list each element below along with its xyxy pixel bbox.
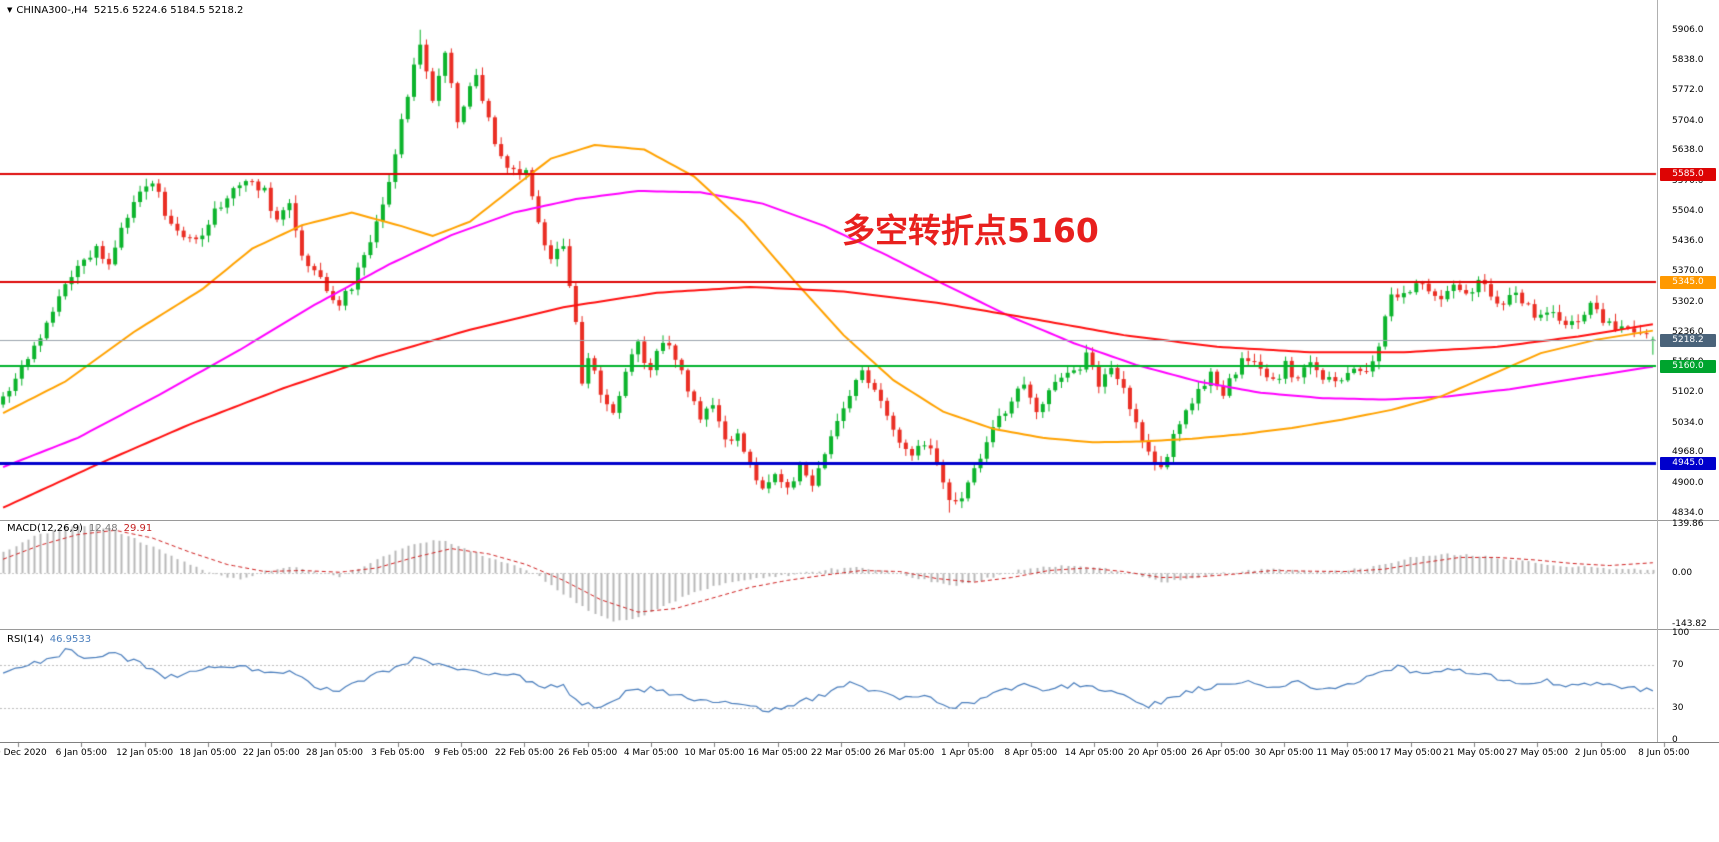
price-axis-label: 4834.0 xyxy=(1672,508,1704,518)
time-axis-label: 11 May 05:00 xyxy=(1316,748,1379,758)
time-axis-separator[interactable] xyxy=(0,742,1719,743)
time-axis-label: 8 Jun 05:00 xyxy=(1638,748,1690,758)
price-line-badge: 5160.0 xyxy=(1660,360,1716,373)
time-axis-label: 6 Jan 05:00 xyxy=(55,748,107,758)
price-axis-label: 5370.0 xyxy=(1672,266,1704,276)
time-axis-label: 21 May 05:00 xyxy=(1443,748,1505,758)
panel-divider-rsi[interactable] xyxy=(0,629,1719,630)
rsi-value: 46.9533 xyxy=(49,634,92,645)
time-axis-label: 27 May 05:00 xyxy=(1506,748,1569,758)
time-axis-label: 14 Apr 05:00 xyxy=(1064,748,1124,758)
rsi-axis-label: 0 xyxy=(1672,735,1678,745)
price-axis-separator xyxy=(1657,0,1658,742)
symbol-period-label: CHINA300-,H4 xyxy=(16,5,88,16)
time-axis-label: 22 Jan 05:00 xyxy=(242,748,300,758)
annotation-text: 多空转折点5160 xyxy=(842,211,1099,250)
time-axis-label: 4 Mar 05:00 xyxy=(623,748,679,758)
price-axis-label: 5772.0 xyxy=(1672,85,1704,95)
rsi-axis-label: 100 xyxy=(1672,628,1690,638)
price-axis-label: 5838.0 xyxy=(1672,55,1704,65)
rsi-indicator-label: RSI(14) 46.9533 xyxy=(7,634,91,645)
price-axis-label: 4968.0 xyxy=(1672,447,1704,457)
time-axis-label: 26 Feb 05:00 xyxy=(558,748,618,758)
macd-axis-label: 0.00 xyxy=(1672,568,1693,578)
time-axis-label: 10 Mar 05:00 xyxy=(684,748,745,758)
macd-name: MACD(12,26,9) xyxy=(7,523,83,534)
rsi-axis-label: 70 xyxy=(1672,660,1684,670)
price-axis-label: 5102.0 xyxy=(1672,387,1704,397)
price-axis-label: 4900.0 xyxy=(1672,478,1704,488)
time-axis-label: 20 Apr 05:00 xyxy=(1128,748,1187,758)
price-axis-label: 5236.0 xyxy=(1672,327,1704,337)
price-axis-label: 5302.0 xyxy=(1672,297,1704,307)
price-line-badge: 4945.0 xyxy=(1660,457,1716,470)
time-axis-label: 26 Mar 05:00 xyxy=(874,748,935,758)
price-axis[interactable]: 5906.0 5838.0 5772.0 5704.0 5638.0 5570.0 5504… xyxy=(1658,0,1719,745)
rsi-axis-label: 30 xyxy=(1672,703,1684,713)
rsi-name: RSI(14) xyxy=(7,634,44,645)
time-axis-label: 30 Dec 2020 xyxy=(0,748,47,758)
time-axis-label: 1 Apr 05:00 xyxy=(941,748,994,758)
price-axis-label: 5504.0 xyxy=(1672,206,1704,216)
time-axis-label: 2 Jun 05:00 xyxy=(1574,748,1627,758)
macd-signal-value: 29.91 xyxy=(123,523,153,534)
symbol-dropdown-icon[interactable]: ▼ xyxy=(7,6,13,14)
time-axis-label: 22 Mar 05:00 xyxy=(810,748,871,758)
time-axis-label: 26 Apr 05:00 xyxy=(1191,748,1251,758)
macd-main-value: 12.48 xyxy=(88,523,118,534)
macd-axis-label: 139.86 xyxy=(1672,519,1704,529)
time-axis-label: 17 May 05:00 xyxy=(1379,748,1442,758)
time-axis-label: 16 Mar 05:00 xyxy=(747,748,808,758)
price-axis-label: 5638.0 xyxy=(1672,145,1704,155)
price-axis-label: 5704.0 xyxy=(1672,116,1704,126)
time-axis-label: 30 Apr 05:00 xyxy=(1254,748,1314,758)
time-axis-label: 8 Apr 05:00 xyxy=(1004,748,1058,758)
time-axis-label: 18 Jan 05:00 xyxy=(179,748,237,758)
panel-divider-macd[interactable] xyxy=(0,520,1719,521)
time-axis-label: 22 Feb 05:00 xyxy=(494,748,554,758)
chart-header: ▼ CHINA300-,H4 5215.6 5224.6 5184.5 5218.2 xyxy=(7,5,243,16)
time-axis[interactable]: 30 Dec 2020 6 Jan 05:00 12 Jan 05:00 18 Jan… xyxy=(0,742,1719,766)
bid-price-badge: 5218.2 xyxy=(1660,334,1716,347)
price-axis-label: 5436.0 xyxy=(1672,236,1704,246)
price-axis-label: 5034.0 xyxy=(1672,418,1704,428)
price-line-badge: 5345.0 xyxy=(1660,276,1716,289)
time-axis-label: 9 Feb 05:00 xyxy=(434,748,488,758)
time-axis-label: 28 Jan 05:00 xyxy=(306,748,363,758)
macd-indicator-label: MACD(12,26,9) 12.48 29.91 xyxy=(7,523,152,534)
time-axis-label: 12 Jan 05:00 xyxy=(116,748,174,758)
time-axis-label: 3 Feb 05:00 xyxy=(371,748,425,758)
price-line-badge: 5585.0 xyxy=(1660,168,1716,181)
ohlc-values: 5215.6 5224.6 5184.5 5218.2 xyxy=(93,5,244,16)
price-axis-label: 5906.0 xyxy=(1672,25,1704,35)
macd-axis-label: -143.82 xyxy=(1672,619,1707,629)
price-axis-label: 5570.0 xyxy=(1672,176,1704,186)
